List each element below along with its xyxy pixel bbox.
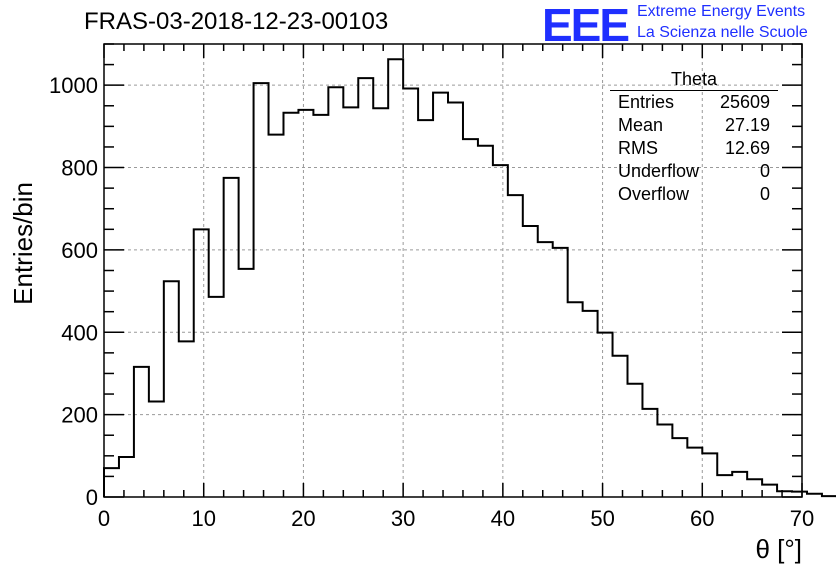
histogram-bar	[732, 472, 747, 497]
y-tick-label: 0	[86, 485, 98, 510]
histogram-bar	[119, 457, 134, 497]
histogram-bar	[403, 88, 418, 497]
histogram-bar	[269, 135, 284, 497]
histogram-bar	[583, 311, 598, 497]
x-tick-label: 30	[391, 506, 415, 531]
histogram-bar	[762, 485, 777, 497]
stats-value: 0	[759, 161, 770, 181]
histogram-bar	[254, 83, 269, 497]
x-tick-labels: 0 10 20 30 40 50 60 70	[98, 506, 814, 531]
histogram-bar	[194, 229, 209, 497]
eee-logo-line2: La Scienza nelle Scuole	[637, 24, 808, 41]
histogram-bar	[343, 107, 358, 497]
histogram-bar	[493, 165, 508, 497]
stats-label: Underflow	[618, 161, 700, 181]
grid-lines	[104, 44, 802, 497]
stats-label: Mean	[618, 115, 664, 135]
histogram-bar	[373, 108, 388, 497]
histogram-bar	[209, 297, 224, 497]
y-tick-label: 1000	[49, 73, 98, 98]
stats-row-entries: Entries 25609	[610, 91, 778, 114]
stats-value: 12.69	[724, 138, 770, 158]
histogram-bar	[508, 195, 523, 497]
histogram-bar	[149, 401, 164, 497]
eee-logo-line1: Extreme Energy Events	[637, 3, 806, 20]
chart-title: FRAS-03-2018-12-23-00103	[84, 8, 389, 35]
histogram-bar	[224, 178, 239, 497]
stats-row-rms: RMS 12.69	[610, 137, 778, 160]
histogram-outline	[103, 58, 836, 498]
y-axis-label: Entries/bin	[8, 182, 38, 305]
stats-title: Theta	[610, 70, 778, 91]
stats-row-underflow: Underflow 0	[610, 160, 778, 183]
histogram-bar	[747, 479, 762, 497]
x-tick-label: 60	[690, 506, 714, 531]
histogram-bar	[523, 226, 538, 497]
y-tick-labels: 0 200 400 600 800 1000	[49, 73, 98, 510]
x-tick-label: 10	[191, 506, 215, 531]
histogram-bar	[433, 93, 448, 497]
histogram-bar	[717, 475, 732, 497]
histogram-bar	[448, 102, 463, 497]
histogram-bar	[613, 356, 628, 497]
x-axis-label: θ [°]	[755, 534, 802, 564]
stats-row-mean: Mean 27.19	[610, 114, 778, 137]
histogram-bar	[672, 438, 687, 497]
stats-box: Theta Entries 25609 Mean 27.19 RMS 12.69…	[610, 70, 778, 206]
histogram-bar	[239, 269, 254, 497]
x-tick-label: 0	[98, 506, 110, 531]
x-tick-label: 70	[790, 506, 814, 531]
histogram-bar	[298, 110, 313, 497]
x-tick-label: 50	[590, 506, 614, 531]
stats-label: Overflow	[618, 184, 690, 204]
histogram-bar	[358, 78, 373, 497]
histogram-bar	[553, 248, 568, 497]
histogram-bar	[313, 115, 328, 497]
histogram-bar	[134, 367, 149, 497]
histogram-bar	[328, 87, 343, 497]
histogram-bar	[478, 146, 493, 497]
stats-label: Entries	[618, 92, 675, 112]
y-tick-label: 400	[61, 320, 98, 345]
stats-label: RMS	[618, 138, 658, 158]
stats-value: 0	[759, 184, 770, 204]
eee-logo-mark: EEE	[542, 0, 630, 51]
histogram-bar	[463, 139, 478, 497]
y-tick-label: 600	[61, 238, 98, 263]
histogram-bar	[388, 59, 403, 497]
histogram-bar	[687, 448, 702, 497]
histogram-bar	[657, 425, 672, 497]
histogram-bar	[418, 120, 433, 497]
x-tick-label: 40	[491, 506, 515, 531]
stats-value: 27.19	[724, 115, 770, 135]
histogram-bar	[538, 242, 553, 497]
histogram-bar	[642, 409, 657, 497]
histogram-bar	[164, 281, 179, 497]
x-tick-label: 20	[291, 506, 315, 531]
histogram-bar	[104, 468, 119, 497]
histogram-bar	[568, 302, 583, 497]
axis-ticks	[103, 43, 803, 498]
y-tick-label: 200	[61, 403, 98, 428]
histogram-bar	[628, 384, 643, 497]
stats-value: 25609	[719, 92, 770, 112]
histogram-bar	[283, 113, 298, 497]
y-tick-label: 800	[61, 156, 98, 181]
stats-row-overflow: Overflow 0	[610, 183, 778, 206]
histogram-bar	[702, 453, 717, 497]
histogram-bar	[179, 341, 194, 497]
